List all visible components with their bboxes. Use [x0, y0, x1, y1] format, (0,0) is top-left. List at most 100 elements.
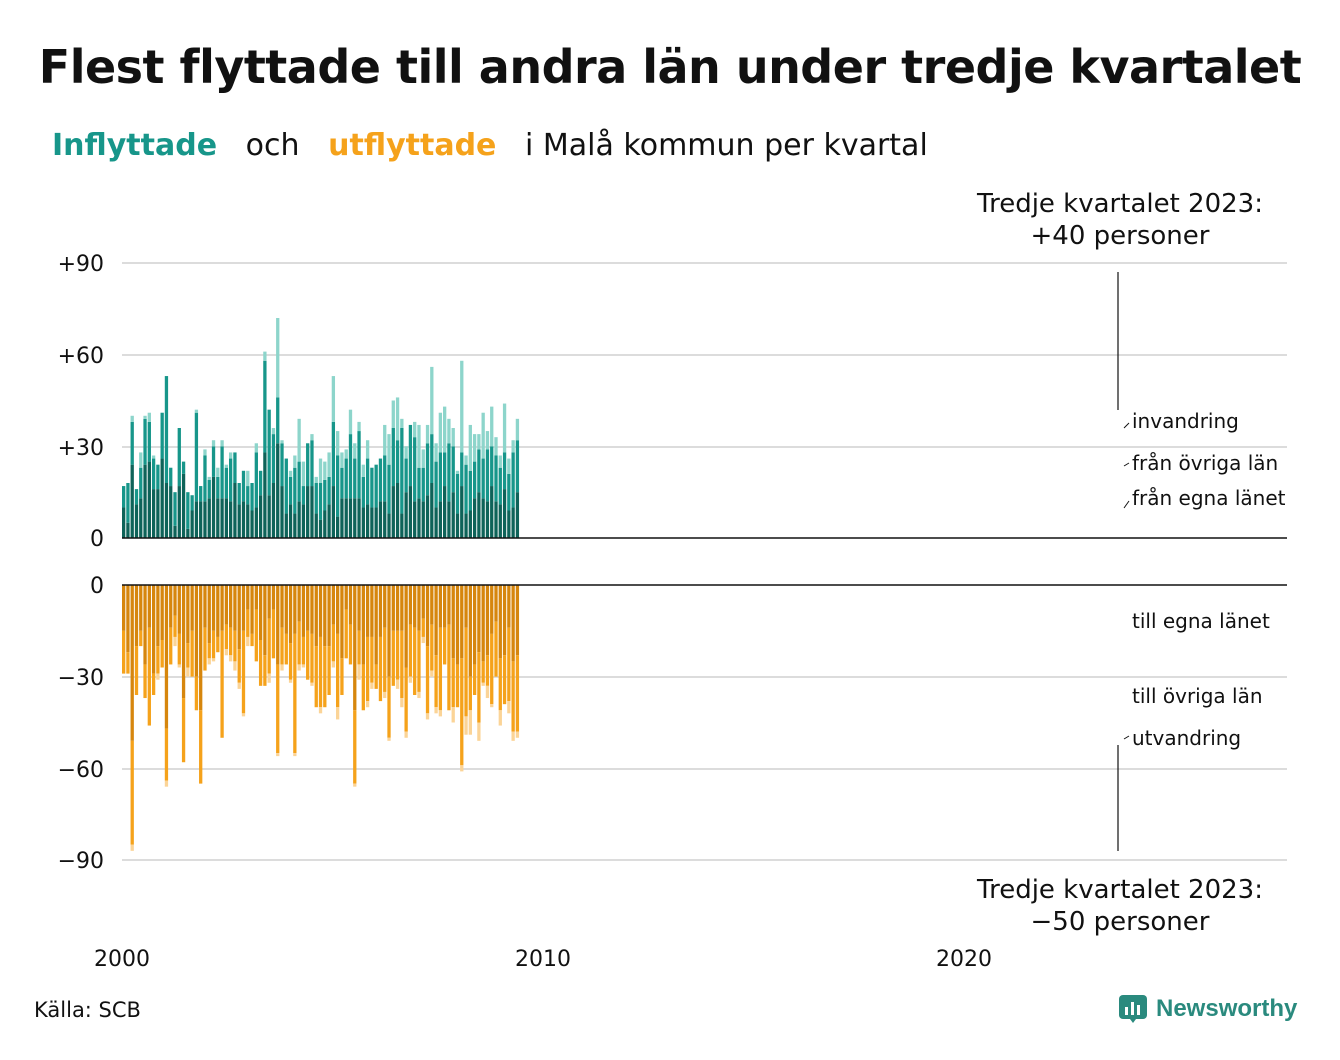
bar-out-0 — [267, 585, 271, 619]
bar-in-2 — [413, 421, 417, 438]
bar-in-2 — [310, 434, 314, 441]
bar-in-2 — [336, 431, 340, 456]
bar-in-2 — [490, 406, 494, 447]
bar-in-2 — [211, 440, 216, 447]
bar-out-1 — [284, 633, 288, 665]
bar-in-1 — [485, 449, 490, 502]
legend-tick-in-2 — [1123, 500, 1130, 509]
bar-out-2 — [207, 658, 211, 665]
bar-out-1 — [468, 676, 472, 711]
subtitle-rest: i Malå kommun per kvartal — [525, 128, 928, 163]
bar-out-0 — [134, 585, 139, 647]
bar-in-1 — [413, 437, 417, 502]
bar-in-1 — [374, 464, 378, 508]
bar-in-0 — [233, 483, 237, 538]
bar-out-1 — [314, 646, 318, 708]
source-label: Källa: SCB — [34, 998, 141, 1022]
bar-out-0 — [237, 585, 241, 650]
bar-out-1 — [460, 658, 464, 766]
bar-in-2 — [229, 452, 233, 459]
bar-out-1 — [413, 627, 417, 695]
bar-out-0 — [151, 585, 156, 674]
label-layer: Tredje kvartalet 2023:+40 personerTredje… — [976, 189, 1286, 937]
bar-out-0 — [199, 585, 203, 711]
bar-out-0 — [271, 585, 276, 610]
bar-out-2 — [438, 710, 443, 717]
bar-out-0 — [186, 585, 190, 644]
bar-out-2 — [293, 753, 297, 757]
bar-in-0 — [276, 443, 280, 538]
bar-in-1 — [323, 479, 327, 511]
bar-out-2 — [353, 783, 357, 787]
bar-out-1 — [177, 633, 181, 665]
bar-out-1 — [425, 646, 430, 714]
bar-out-0 — [143, 585, 147, 665]
bar-in-2 — [447, 418, 451, 444]
bar-out-1 — [374, 664, 378, 689]
bar-out-0 — [258, 585, 263, 640]
bar-in-0 — [293, 513, 297, 538]
bar-out-2 — [481, 682, 485, 686]
bar-in-2 — [404, 446, 408, 459]
bar-out-2 — [186, 667, 190, 677]
y-tick-label-out: −90 — [58, 849, 104, 874]
bar-out-2 — [417, 691, 421, 699]
bar-in-1 — [494, 455, 498, 502]
bar-out-0 — [250, 585, 254, 634]
bar-in-1 — [186, 492, 190, 529]
bar-in-0 — [425, 495, 430, 538]
bar-out-1 — [134, 646, 139, 695]
newsworthy-logo-icon — [1119, 995, 1147, 1023]
bar-in-0 — [241, 501, 246, 538]
bar-in-1 — [348, 434, 353, 499]
bar-out-1 — [336, 633, 340, 708]
bar-out-1 — [233, 630, 237, 662]
bar-out-0 — [164, 585, 169, 729]
legend-tick-in-0 — [1123, 422, 1130, 429]
bar-out-0 — [276, 585, 280, 665]
bar-out-1 — [293, 633, 297, 754]
bar-in-1 — [156, 464, 160, 490]
bar-in-1 — [430, 434, 434, 483]
bar-out-1 — [139, 630, 143, 647]
bar-in-0 — [139, 498, 143, 538]
x-tick-label: 2020 — [936, 947, 992, 972]
bar-in-0 — [194, 501, 199, 538]
bar-out-1 — [318, 636, 323, 708]
brand-logo[interactable]: Newsworthy — [1118, 994, 1297, 1024]
bar-out-1 — [481, 661, 485, 683]
bar-in-2 — [139, 452, 143, 468]
bar-in-0 — [271, 483, 276, 538]
legend-label-in-1: från övriga län — [1132, 451, 1278, 475]
bar-in-1 — [288, 476, 293, 505]
bar-in-2 — [451, 428, 455, 447]
bar-in-1 — [417, 467, 421, 499]
bar-in-0 — [229, 501, 233, 538]
bar-in-0 — [490, 486, 494, 538]
bar-in-1 — [271, 434, 276, 483]
bar-in-0 — [477, 492, 481, 538]
bar-in-1 — [160, 412, 164, 459]
bar-out-2 — [451, 707, 455, 723]
bar-in-0 — [331, 486, 336, 538]
axis-layer: +90 +60 +30 0 0 −30 −60 −90 2000 2010 2020 — [58, 252, 1287, 972]
bar-in-0 — [515, 492, 520, 538]
bar-out-1 — [472, 664, 477, 695]
bar-in-1 — [229, 458, 233, 502]
bar-out-2 — [357, 664, 361, 680]
bar-out-2 — [425, 713, 430, 720]
bar-out-1 — [181, 698, 186, 763]
bar-out-0 — [408, 585, 413, 625]
bar-in-1 — [258, 470, 263, 496]
bar-in-2 — [511, 440, 515, 453]
bar-out-0 — [498, 585, 502, 659]
bar-in-1 — [122, 486, 126, 508]
bar-out-1 — [203, 627, 207, 671]
bar-in-0 — [169, 486, 173, 538]
bar-in-2 — [224, 464, 229, 468]
bar-out-1 — [156, 646, 160, 674]
bar-out-1 — [199, 710, 203, 784]
bar-in-2 — [151, 455, 156, 459]
bar-out-2 — [387, 737, 391, 741]
bar-out-0 — [361, 585, 365, 665]
